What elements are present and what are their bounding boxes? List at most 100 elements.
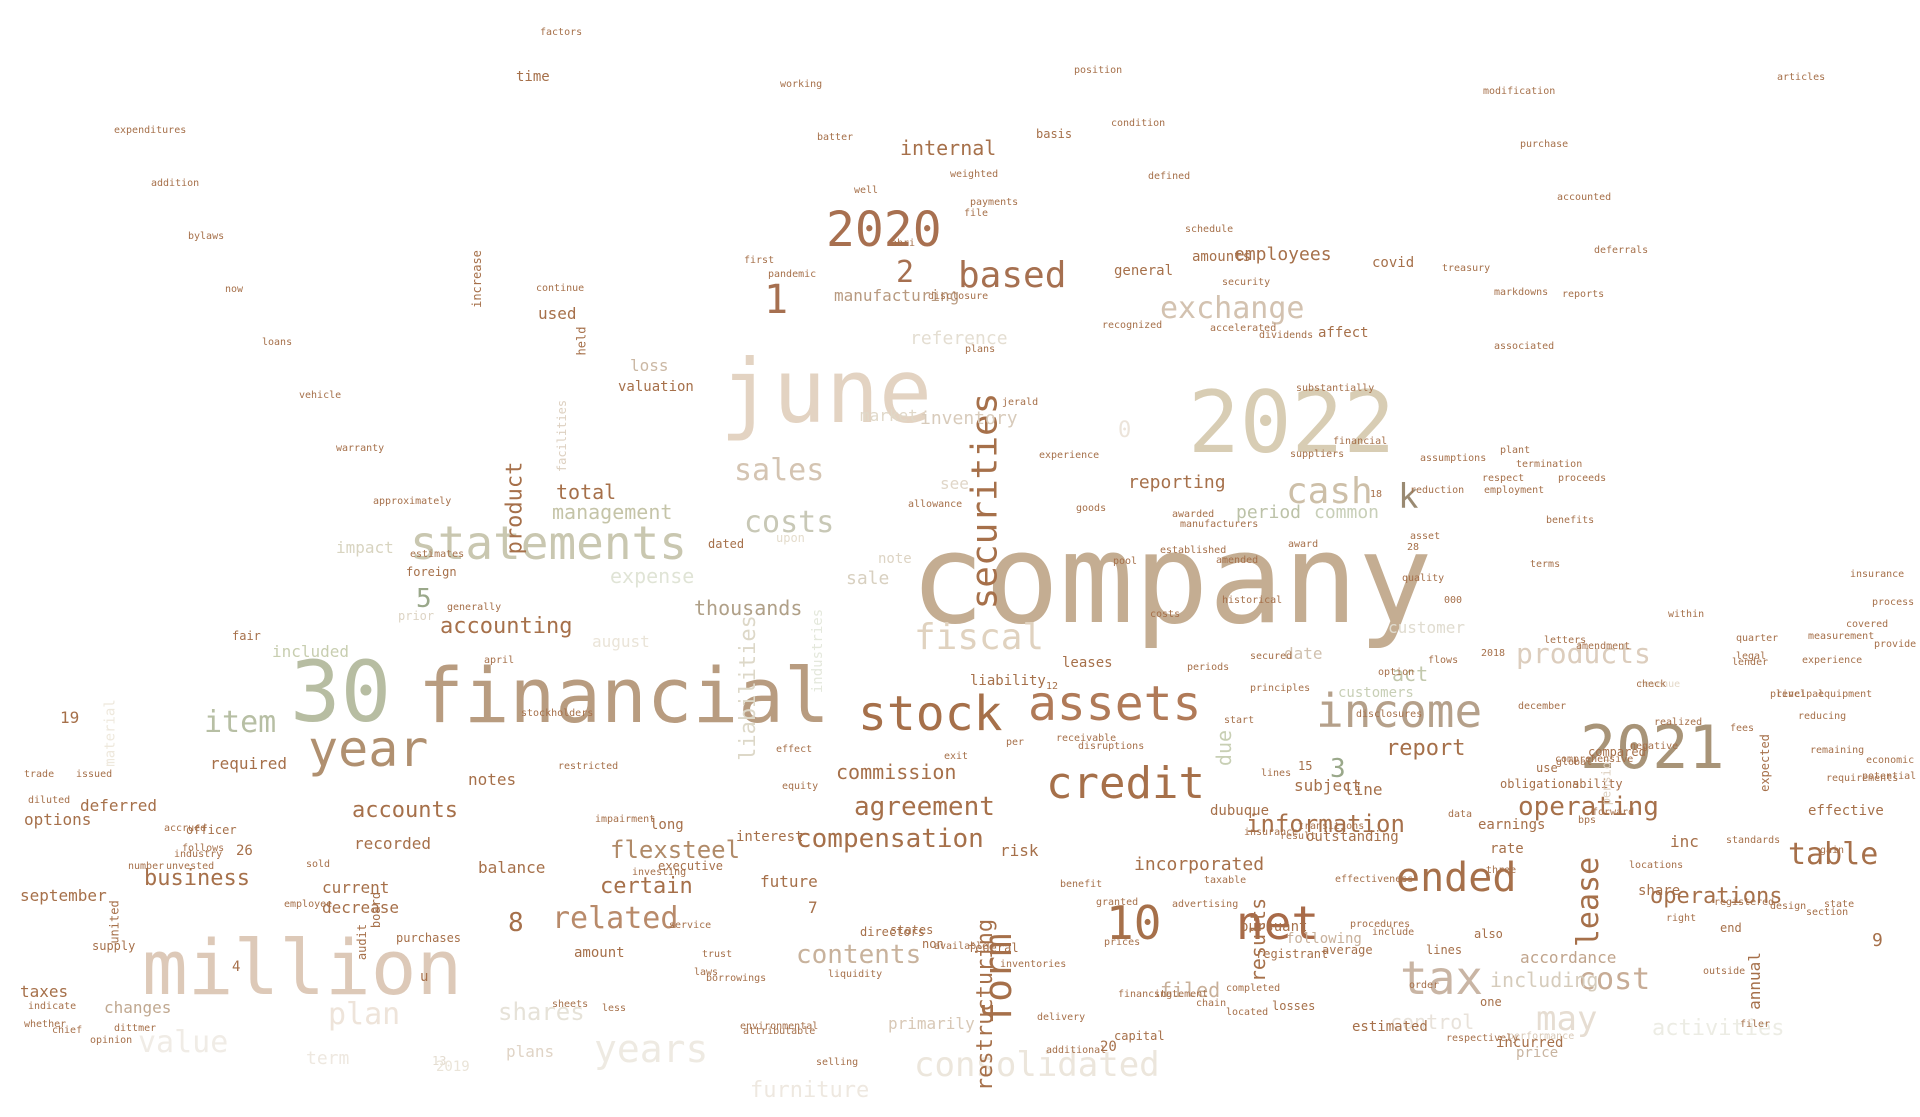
word-unvested: unvested [166,861,215,872]
word-control: control [1390,1010,1475,1034]
word-earnings: earnings [1478,817,1546,833]
word-delivery: delivery [1037,1012,1086,1023]
word-4: 4 [232,959,241,975]
word-ended: ended [1396,855,1517,901]
word-proceeds: proceeds [1558,473,1607,484]
word-trust: trust [702,949,733,960]
word-2021: 2021 [1580,713,1725,783]
word-include: include [1372,927,1415,938]
word-state: state [1824,899,1855,910]
word-data: data [1448,809,1473,820]
word-realized: realized [1654,717,1703,728]
word-employee: employee [284,899,333,910]
word-material: material [102,698,119,767]
word-plans: plans [965,344,996,355]
word-interest: interest [736,829,804,845]
word-amounts: amounts [1192,249,1252,265]
word-non: non [922,937,944,951]
word-april: april [484,655,515,666]
word-assets: assets [1028,676,1202,732]
word-selling: selling [816,1057,859,1068]
word-provide: provide [1874,639,1917,650]
word-product: product [502,461,528,554]
word-effect: effect [776,744,813,755]
word-september: september [20,886,107,905]
word-sold: sold [306,859,331,870]
word-financial: financial [418,651,830,740]
word-losses: losses [1272,999,1316,1013]
word-security: security [1222,277,1271,288]
word-8: 8 [508,908,524,938]
word-pursuant: pursuant [1240,919,1308,935]
word-net: net [1236,896,1320,950]
word-expenditures: expenditures [114,125,187,136]
word-options: options [24,810,92,829]
word-audit: audit [355,923,370,961]
word-plan: plan [328,997,401,1032]
word-associated: associated [1494,341,1555,352]
word-order: order [1409,980,1440,991]
word-one: one [1480,995,1502,1009]
word-furniture: furniture [750,1078,870,1103]
word-statement: statement [1154,989,1209,1000]
word-stockholders: stockholders [521,708,594,719]
word-payments: payments [970,197,1019,208]
word-estimated: estimated [1352,1019,1428,1035]
word-less: less [602,1003,627,1014]
word-chief: chief [52,1025,83,1036]
word-markdowns: markdowns [1494,287,1549,298]
word-balance: balance [478,858,546,877]
word-employees: employees [1234,244,1332,265]
word-respect: respect [1482,473,1525,484]
word-bylaws: bylaws [188,231,225,242]
word-28: 28 [1407,542,1420,553]
word-section: section [1806,907,1849,918]
word-shares: shares [498,998,585,1026]
word-established: established [1160,545,1227,556]
word-000: 000 [1444,595,1463,606]
word-experience: experience [1802,655,1863,666]
word-industries: industries [810,608,827,694]
word-2022: 2022 [1188,373,1396,473]
word-procedures: procedures [1350,919,1411,930]
word-abri: abri [891,238,916,249]
word-taxable: taxable [1204,875,1247,886]
word-measurement: measurement [1808,631,1875,642]
word-operating: operating [1518,792,1659,822]
word-diluted: diluted [28,795,71,806]
word-issued: issued [76,769,113,780]
word-manufacturing: manufacturing [834,286,960,305]
word-12: 12 [1046,681,1059,692]
word-taxes: taxes [20,982,69,1001]
word-compared: compared [1588,745,1646,759]
word-purchase: purchase [1520,139,1569,150]
word-incurred: incurred [1496,1035,1564,1051]
word-table: table [1788,837,1879,872]
word-warranty: warranty [336,443,385,454]
word-executive: executive [658,859,724,873]
word-completed: completed [1226,983,1281,994]
word-reference: reference [910,328,1008,349]
word-amount: amount [574,945,625,961]
word-2018: 2018 [1481,648,1506,659]
word-business: business [144,866,250,891]
word-common: common [1314,502,1380,523]
word-insurance: insurance [1244,827,1299,838]
word-awarded: awarded [1172,509,1215,520]
word-accrued: accrued [164,823,207,834]
word-jerald: jerald [1002,397,1039,408]
word-included: included [272,642,350,661]
word-compensation: compensation [796,824,984,854]
word-see: see [940,474,969,493]
word-granted: granted [1096,897,1139,908]
word-requirements: requirements [1826,773,1899,784]
word-costs: costs [1150,609,1181,620]
word-accordance: accordance [1520,948,1617,967]
word-increase: increase [469,250,484,308]
word-transitions: transitions [1298,821,1365,832]
word-accounts: accounts [352,798,458,823]
word-standards: standards [1726,835,1781,846]
word-basis: basis [1036,127,1073,141]
word-liability: liability [970,673,1046,689]
word-management: management [552,500,673,524]
